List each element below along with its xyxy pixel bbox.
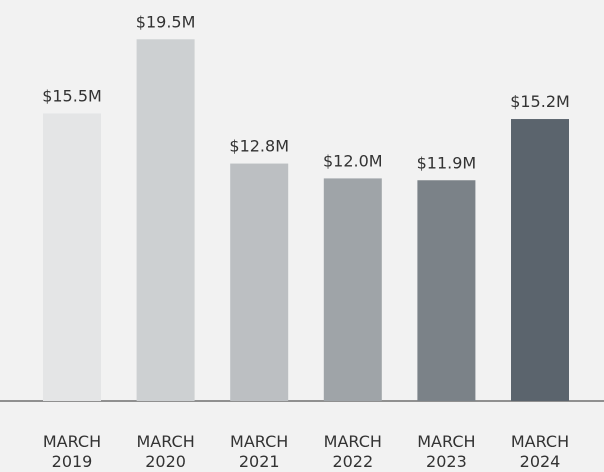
- x-tick-label: MARCH 2019: [43, 432, 101, 471]
- bar: [323, 178, 382, 401]
- x-tick-label: MARCH 2023: [417, 432, 475, 471]
- x-tick-label: MARCH 2022: [324, 432, 382, 471]
- value-label: $12.0M: [323, 151, 383, 170]
- bar: [136, 39, 195, 402]
- value-label: $19.5M: [136, 12, 196, 31]
- x-tick-label: MARCH 2020: [136, 432, 194, 471]
- value-label: $15.5M: [42, 86, 102, 105]
- x-tick-label: MARCH 2024: [511, 432, 569, 471]
- bar: [511, 119, 569, 401]
- bar: [230, 163, 289, 401]
- bar: [417, 180, 476, 401]
- value-label: $15.2M: [510, 92, 570, 111]
- value-label: $11.9M: [417, 153, 477, 172]
- bar: [43, 113, 101, 401]
- value-label: $12.8M: [229, 137, 289, 156]
- x-tick-label: MARCH 2021: [230, 432, 288, 471]
